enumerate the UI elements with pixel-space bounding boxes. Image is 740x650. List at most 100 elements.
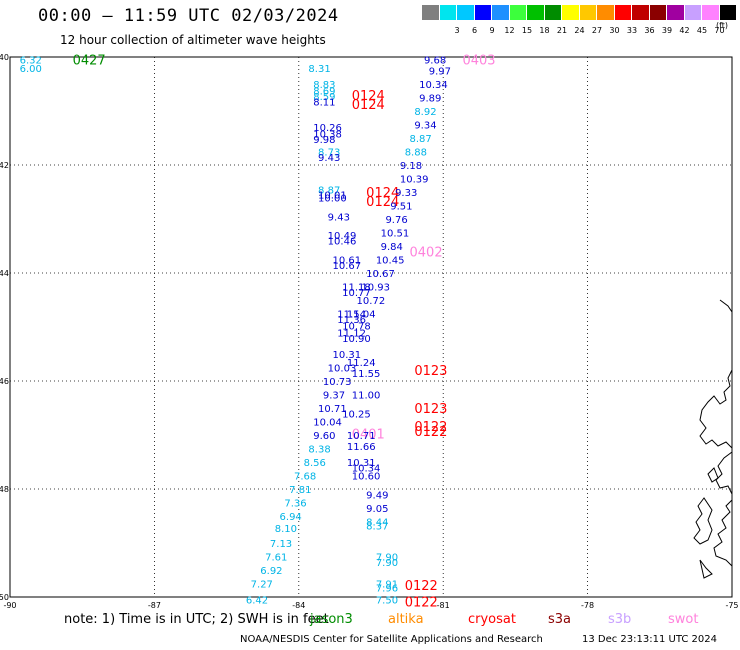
wave-height-value: 10.67	[332, 261, 361, 272]
wave-height-value: 7.27	[251, 580, 273, 591]
wave-height-value: 10.34	[352, 463, 381, 474]
wave-height-value: 11.66	[347, 442, 376, 453]
pass-time-label: 0122	[405, 595, 438, 610]
map-frame	[9, 56, 733, 598]
wave-height-value: 10.73	[323, 377, 352, 388]
pass-labels: 0427 040301240124012401240402012301230122…	[73, 54, 496, 611]
wave-height-value: 9.68	[424, 56, 446, 67]
color-scale-label: 6	[471, 26, 478, 35]
wave-height-value: 6.94	[280, 512, 302, 523]
color-scale-label: 36	[644, 26, 655, 35]
lon-tick-label: -75	[725, 601, 738, 610]
wave-height-value: 8.83	[313, 80, 335, 91]
wave-height-value: 11.18	[342, 283, 371, 294]
wave-height-value: 11.36	[337, 315, 366, 326]
wave-height-value: 7.90	[376, 553, 398, 564]
color-swatch	[649, 5, 667, 20]
color-swatch	[457, 5, 475, 20]
coastline-segment	[707, 467, 719, 483]
wave-height-value: 7.90	[376, 558, 398, 569]
lat-tick-label: -48	[0, 485, 9, 494]
color-swatch	[527, 5, 545, 20]
wave-height-value: 7.81	[289, 485, 311, 496]
wave-height-value: 10.71	[347, 431, 376, 442]
wave-height-value: 10.01	[318, 191, 347, 202]
credit-text: NOAA/NESDIS Center for Satellite Applica…	[240, 634, 543, 645]
wave-height-value: 9.97	[429, 67, 451, 78]
lon-tick-label: -81	[437, 601, 450, 610]
wave-height-value: 8.37	[366, 522, 388, 533]
wave-height-value: 10.78	[342, 321, 371, 332]
coastline	[693, 299, 733, 579]
pass-time-label: 0403	[462, 54, 495, 69]
wave-height-value: 6.32	[20, 56, 42, 67]
pass-time-label: 0427	[73, 54, 106, 69]
wave-height-value: 9.33	[395, 188, 417, 199]
pass-time-label: 0124	[366, 186, 399, 201]
lon-tick-label: -87	[148, 601, 161, 610]
wave-height-value: 7.50	[376, 596, 398, 607]
pass-time-label: 0124	[352, 98, 385, 113]
color-swatch	[632, 5, 650, 20]
lat-tick-label: -42	[0, 161, 9, 170]
generated-timestamp: 13 Dec 23:13:11 UTC 2024	[582, 634, 717, 645]
wave-height-value: 8.88	[405, 148, 427, 159]
wave-height-value: 8.11	[313, 97, 335, 108]
color-swatch	[702, 5, 720, 20]
axis-labels: -90 -87 -84 -81 -78 -75 -40 -42 -44 -46 -48 -50	[0, 53, 739, 610]
wave-height-value: 10.26	[313, 123, 342, 134]
wave-height-value: 7.36	[284, 499, 306, 510]
wave-height-values: 6.326.00 8.31 8.838.698.598.11 9.689.97 10.3…	[20, 56, 451, 607]
wave-height-value: 11.00	[352, 391, 381, 402]
wave-height-value: 9.51	[390, 202, 412, 213]
wave-height-value: 9.34	[414, 121, 436, 132]
satellite-legend-altika: altika	[388, 612, 424, 627]
satellite-legend-s3a: s3a	[548, 612, 572, 627]
pass-time-label: 0123	[414, 402, 447, 417]
pass-time-label: 0122	[405, 579, 438, 594]
color-scale-label: 24	[574, 26, 585, 35]
color-swatch	[544, 5, 562, 20]
wave-height-value: 8.31	[308, 64, 330, 75]
lon-tick-label: -78	[581, 601, 594, 610]
wave-height-value: 10.71	[318, 404, 347, 415]
color-swatch	[422, 5, 440, 20]
pass-time-label: 0401	[352, 427, 385, 442]
page-subtitle: 12 hour collection of altimeter wave hei…	[60, 33, 326, 47]
wave-height-value: 8.92	[414, 107, 436, 118]
pass-time-label: 0122	[414, 425, 447, 440]
lat-tick-label: -44	[0, 269, 9, 278]
wave-height-value: 7.13	[270, 539, 292, 550]
color-scale-label: 9	[489, 26, 495, 35]
wave-height-value: 9.84	[381, 242, 403, 253]
wave-height-value: 11.54	[337, 310, 366, 321]
wave-height-value: 10.67	[366, 269, 395, 280]
color-scale-label: 3	[454, 26, 460, 35]
wave-height-value: 7.61	[265, 553, 287, 564]
wave-height-value: 10.49	[328, 231, 357, 242]
wave-height-value: 8.69	[313, 86, 335, 97]
wave-height-value: 10.00	[318, 193, 347, 204]
color-scale-label: 12	[504, 26, 515, 35]
wave-height-value: 8.87	[410, 134, 432, 145]
wave-height-value: 10.46	[328, 237, 357, 248]
color-swatch	[474, 5, 492, 20]
wave-height-value: 9.60	[313, 431, 335, 442]
color-swatch	[614, 5, 632, 20]
wave-height-value: 8.56	[304, 458, 326, 469]
wave-height-value: 10.39	[400, 175, 429, 186]
color-swatch	[579, 5, 597, 20]
wave-height-value: 9.18	[400, 161, 422, 172]
coastline-segment	[713, 499, 733, 567]
wave-height-value: 11.04	[347, 310, 376, 321]
wave-height-value: 10.93	[361, 283, 390, 294]
wave-height-value: 10.60	[352, 472, 381, 483]
color-swatch	[562, 5, 580, 20]
color-scale-unit: (ft)	[716, 21, 729, 30]
color-scale-label: 27	[591, 26, 603, 35]
wave-height-value: 8.38	[308, 445, 330, 456]
wave-height-value: 9.05	[366, 504, 388, 515]
page-title: 00:00 — 11:59 UTC 02/03/2024	[38, 6, 339, 26]
color-swatch	[667, 5, 685, 20]
